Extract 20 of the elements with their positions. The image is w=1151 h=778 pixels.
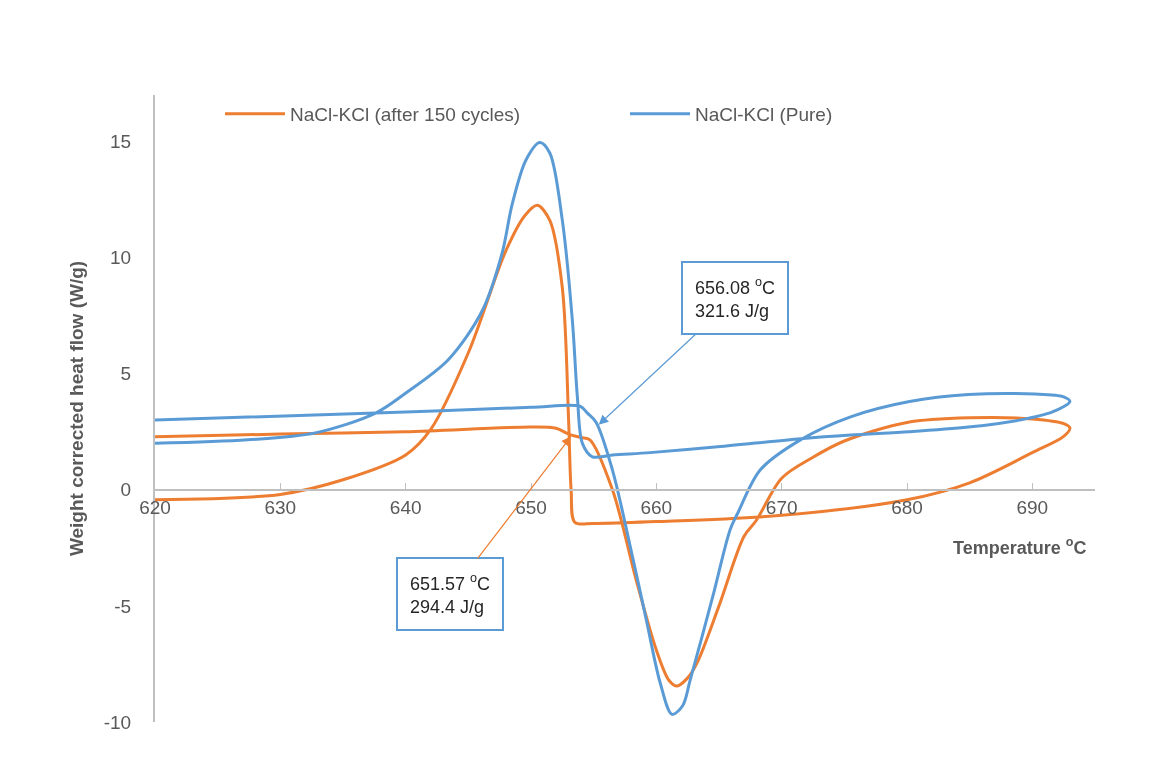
- y-tick-label: 5: [120, 363, 132, 385]
- annotation: 656.08 $^{o}$C 321.6 J/g: [695, 275, 776, 321]
- x-tick-label: 670: [765, 496, 798, 518]
- x-tick-label: 640: [389, 496, 422, 518]
- x-axis-title: Temperature $^{o}$C: [953, 535, 1087, 558]
- y-tick-label: -5: [114, 595, 132, 617]
- y-axis-title: Weight corrected heat flow (W/g): [66, 260, 88, 557]
- y-tick-label: 0: [120, 479, 132, 501]
- y-tick-label: -10: [103, 711, 132, 733]
- legend-label: NaCl-KCl (after 150 cycles): [290, 104, 521, 126]
- y-tick-label: 10: [110, 247, 132, 269]
- x-tick-label: 630: [264, 496, 297, 518]
- legend-label: NaCl-KCl (Pure): [695, 104, 833, 126]
- annotation: 651.57 $^{o}$C 294.4 J/g: [410, 571, 491, 617]
- y-tick-label: 15: [110, 131, 132, 153]
- x-tick-label: 620: [139, 496, 171, 518]
- x-tick-label: 660: [640, 496, 673, 518]
- x-tick-label: 690: [1016, 496, 1049, 518]
- x-tick-label: 680: [891, 496, 923, 518]
- x-tick-label: 650: [515, 496, 547, 518]
